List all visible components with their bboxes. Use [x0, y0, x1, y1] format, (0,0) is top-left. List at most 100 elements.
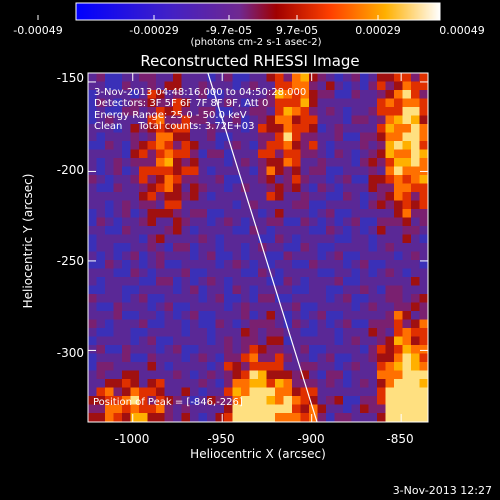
heatmap-cell: [147, 353, 157, 363]
heatmap-cell: [122, 200, 131, 210]
heatmap-cell: [266, 294, 276, 303]
heatmap-cell: [275, 200, 284, 210]
heatmap-cell: [113, 396, 123, 405]
heatmap-cell: [232, 387, 242, 397]
heatmap-cell: [164, 226, 174, 235]
heatmap-cell: [266, 260, 276, 269]
heatmap-cell: [224, 404, 233, 414]
heatmap-cell: [258, 200, 267, 210]
heatmap-cell: [156, 311, 165, 320]
heatmap-cell: [385, 217, 395, 227]
heatmap-cell: [351, 98, 361, 108]
heatmap-cell: [198, 149, 208, 159]
heatmap-cell: [156, 387, 165, 397]
heatmap-cell: [232, 149, 242, 159]
heatmap-cell: [96, 387, 106, 397]
heatmap-cell: [96, 217, 106, 227]
heatmap-cell: [232, 73, 242, 82]
heatmap-cell: [198, 200, 208, 210]
heatmap-cell: [207, 260, 216, 269]
heatmap-cell: [215, 251, 225, 261]
heatmap-cell: [385, 200, 395, 210]
heatmap-cell: [215, 370, 225, 380]
heatmap-cell: [113, 311, 123, 320]
heatmap-cell: [360, 268, 369, 278]
heatmap-cell: [283, 175, 293, 184]
heatmap-cell: [343, 277, 352, 286]
heatmap-cell: [113, 362, 123, 371]
heatmap-cell: [275, 396, 284, 405]
heatmap-cell: [113, 149, 123, 159]
heatmap-cell: [411, 166, 420, 176]
heatmap-cell: [343, 294, 352, 303]
heatmap-cell: [139, 132, 148, 142]
heatmap-cell: [207, 370, 216, 380]
heatmap-cell: [113, 302, 123, 312]
heatmap-cell: [190, 149, 199, 159]
heatmap-cell: [156, 396, 165, 405]
heatmap-cell: [173, 243, 182, 252]
heatmap-cell: [360, 98, 369, 108]
heatmap-cell: [309, 285, 318, 295]
heatmap-cell: [368, 200, 378, 210]
heatmap-cell: [105, 294, 114, 303]
heatmap-cell: [249, 362, 259, 371]
heatmap-cell: [215, 141, 225, 150]
heatmap-cell: [139, 81, 148, 91]
heatmap-cell: [334, 251, 344, 261]
heatmap-cell: [266, 158, 276, 167]
heatmap-cell: [190, 226, 199, 235]
heatmap-cell: [309, 379, 318, 388]
heatmap-cell: [360, 234, 369, 244]
heatmap-cell: [275, 277, 284, 286]
heatmap-cell: [411, 98, 420, 108]
heatmap-cell: [334, 226, 344, 235]
heatmap-cell: [402, 328, 412, 337]
heatmap-cell: [130, 396, 140, 405]
heatmap-cell: [207, 277, 216, 286]
peak-position-label: Position of Peak = [-846,-226]: [93, 397, 243, 408]
heatmap-cell: [147, 234, 157, 244]
heatmap-cell: [105, 362, 114, 371]
heatmap-cell: [258, 277, 267, 286]
heatmap-cell: [156, 302, 165, 312]
heatmap-cell: [394, 413, 403, 422]
heatmap-cell: [139, 90, 148, 99]
heatmap-cell: [130, 311, 140, 320]
heatmap-cell: [258, 362, 267, 371]
heatmap-cell: [181, 90, 191, 99]
heatmap-cell: [164, 217, 174, 227]
heatmap-cell: [241, 328, 250, 337]
heatmap-cell: [249, 243, 259, 252]
heatmap-cell: [139, 336, 148, 346]
heatmap-cell: [232, 90, 242, 99]
heatmap-cell: [139, 413, 148, 422]
heatmap-cell: [292, 413, 301, 422]
heatmap-cell: [198, 115, 208, 125]
heatmap-cell: [334, 362, 344, 371]
heatmap-cell: [113, 319, 123, 329]
heatmap-cell: [147, 166, 157, 176]
heatmap-cell: [215, 217, 225, 227]
heatmap-cell: [266, 98, 276, 108]
heatmap-cell: [241, 98, 250, 108]
heatmap-cell: [283, 421, 293, 422]
heatmap-cell: [283, 285, 293, 295]
heatmap-cell: [190, 141, 199, 150]
heatmap-cell: [402, 158, 412, 167]
heatmap-cell: [156, 217, 165, 227]
heatmap-cell: [215, 260, 225, 269]
heatmap-cell: [164, 319, 174, 329]
heatmap-cell: [122, 268, 131, 278]
heatmap-cell: [411, 209, 420, 218]
heatmap-cell: [283, 260, 293, 269]
heatmap-cell: [173, 141, 182, 150]
x-axis-label: Heliocentric X (arcsec): [190, 447, 326, 461]
heatmap-cell: [377, 404, 386, 414]
heatmap-cell: [351, 328, 361, 337]
heatmap-cell: [122, 107, 131, 116]
heatmap-cell: [215, 345, 225, 354]
heatmap-cell: [147, 124, 157, 133]
heatmap-cell: [249, 413, 259, 422]
heatmap-cell: [351, 362, 361, 371]
